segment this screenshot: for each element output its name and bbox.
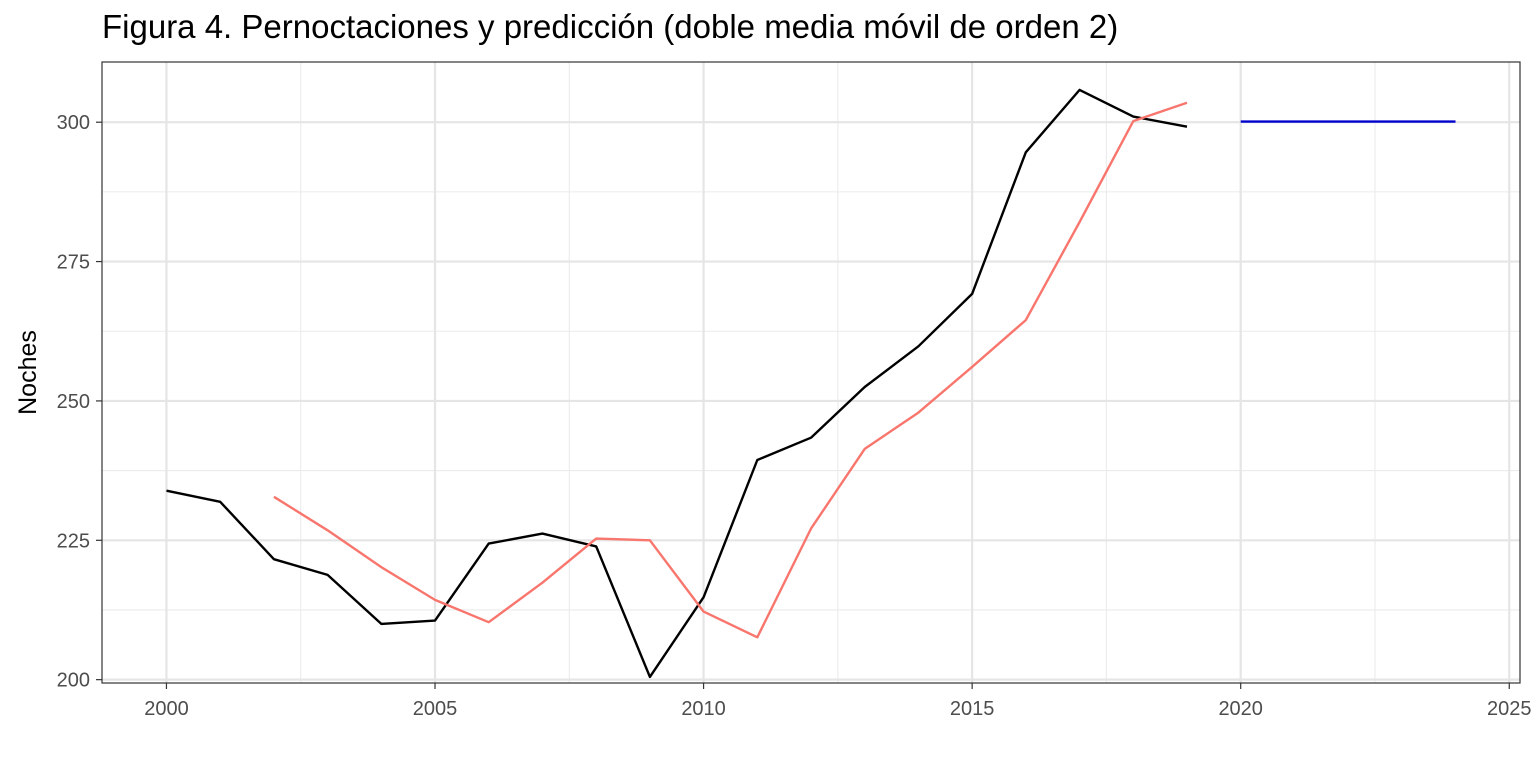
series-lines (166, 88, 1456, 679)
y-tick-label: 250 (57, 391, 90, 413)
x-tick-label: 2025 (1487, 698, 1532, 720)
y-axis-title: Noches (14, 330, 42, 415)
x-tick-label: 2005 (413, 698, 458, 720)
chart-title: Figura 4. Pernoctaciones y predicción (d… (102, 8, 1119, 45)
x-tick-label: 2000 (144, 698, 189, 720)
plot-panel-border (101, 61, 1521, 684)
axis-ticks: 2000 2005 2010 2015 2020 2025 200 225 250 275 300 (57, 112, 1532, 720)
y-tick-label: 300 (57, 112, 90, 134)
y-tick-label: 200 (57, 670, 90, 692)
y-tick-label: 275 (57, 252, 90, 274)
x-tick-label: 2010 (681, 698, 726, 720)
x-tick-label: 2015 (950, 698, 995, 720)
series-line-1 (166, 88, 1188, 679)
y-tick-label: 225 (57, 530, 90, 552)
series-line-2 (273, 101, 1188, 639)
x-tick-label: 2020 (1218, 698, 1263, 720)
grid-lines (102, 62, 1520, 683)
